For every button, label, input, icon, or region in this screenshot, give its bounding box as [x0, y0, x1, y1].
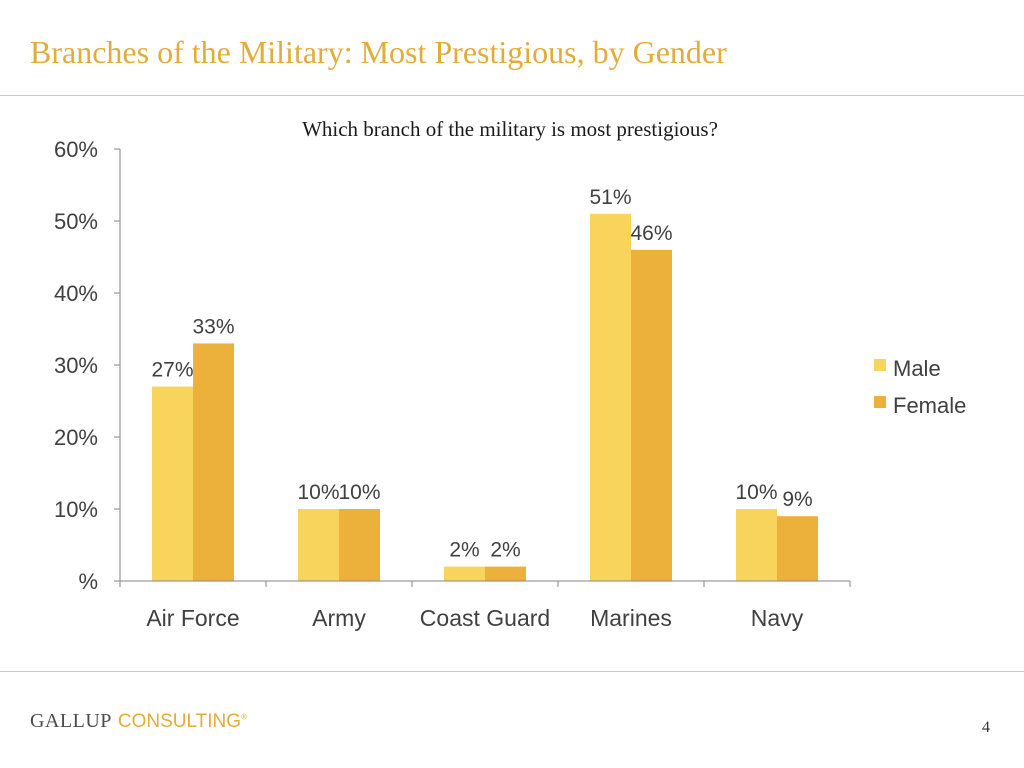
bar-male-army — [298, 509, 339, 581]
slide-title: Branches of the Military: Most Prestigio… — [30, 34, 727, 70]
y-tick-label: % — [78, 569, 98, 594]
y-tick-label: 20% — [54, 425, 98, 450]
y-tick-label: 60% — [54, 137, 98, 162]
x-tick-label: Coast Guard — [420, 605, 550, 631]
data-label: 46% — [630, 222, 672, 245]
legend-swatch-male — [874, 359, 886, 371]
x-tick-label: Marines — [590, 605, 672, 631]
y-tick-label: 40% — [54, 281, 98, 306]
x-tick-label: Air Force — [146, 605, 239, 631]
bar-male-air-force — [152, 386, 193, 581]
bar-female-navy — [777, 516, 818, 581]
x-tick-label: Navy — [751, 605, 804, 631]
bar-female-army — [339, 509, 380, 581]
bar-female-marines — [631, 249, 672, 582]
bar-female-air-force — [193, 343, 234, 581]
y-tick-label: 50% — [54, 209, 98, 234]
legend-label-male: Male — [893, 356, 941, 381]
page-number: 4 — [982, 719, 990, 736]
y-tick-label: 30% — [54, 353, 98, 378]
data-label: 51% — [589, 186, 631, 209]
footer-divider — [0, 671, 1024, 672]
data-label: 27% — [151, 359, 193, 382]
data-label: 10% — [735, 481, 777, 504]
legend-label-female: Female — [893, 393, 966, 418]
chart-title: Which branch of the military is most pre… — [302, 117, 718, 141]
data-label: 9% — [782, 488, 812, 511]
bar-female-coast-guard — [485, 566, 526, 581]
data-label: 10% — [338, 481, 380, 504]
logo-brand: GALLUP — [30, 710, 112, 732]
data-label: 2% — [490, 539, 520, 562]
logo-sub: CONSULTING — [117, 711, 242, 732]
bar-male-coast-guard — [444, 566, 485, 581]
data-label: 33% — [192, 315, 234, 338]
bar-chart: Which branch of the military is most pre… — [54, 117, 966, 631]
y-tick-label: 10% — [54, 497, 98, 522]
gallup-consulting-logo: GALLUP CONSULTING® — [30, 710, 247, 733]
logo-mark: ® — [241, 712, 248, 722]
data-label: 10% — [297, 481, 339, 504]
title-divider — [0, 95, 1024, 96]
data-label: 2% — [449, 539, 479, 562]
bar-male-marines — [590, 213, 631, 582]
bar-male-navy — [736, 509, 777, 581]
x-tick-label: Army — [312, 605, 366, 631]
legend-swatch-female — [874, 396, 886, 408]
